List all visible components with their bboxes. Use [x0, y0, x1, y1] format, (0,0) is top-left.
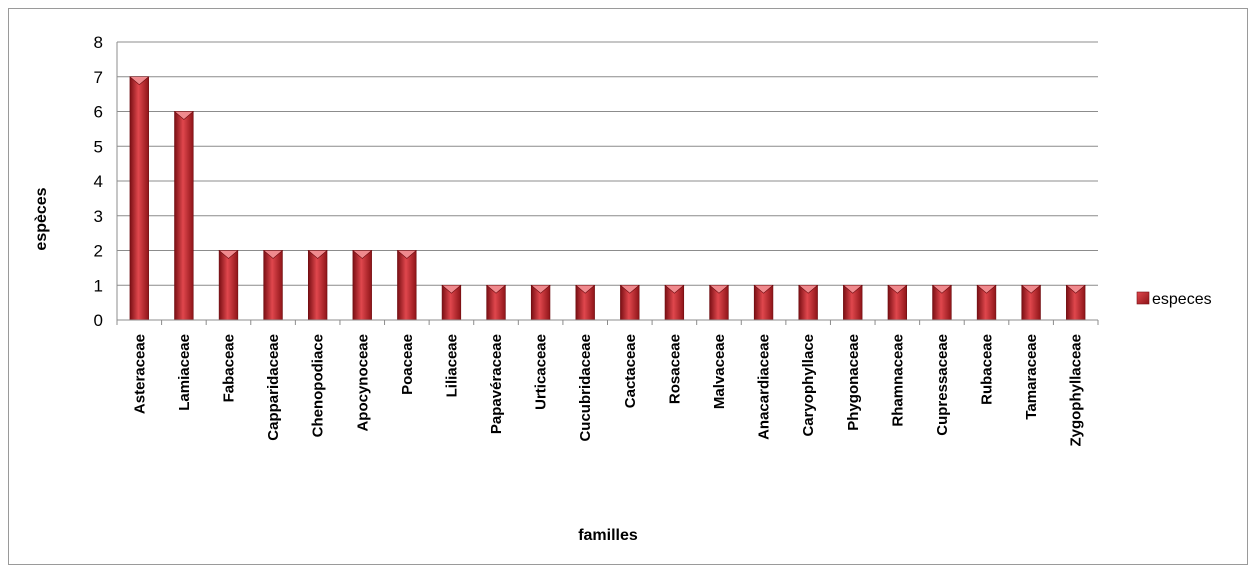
bar — [753, 284, 774, 321]
bar — [664, 284, 685, 321]
legend-swatch — [1136, 291, 1150, 305]
bar — [218, 250, 239, 321]
x-category-label: Liliaceae — [443, 334, 460, 397]
legend: especes — [1136, 291, 1212, 308]
x-axis-title: familles — [578, 527, 638, 544]
bar-cap — [708, 284, 730, 294]
bar — [575, 284, 596, 321]
x-category-label: Apocynoceae — [354, 334, 371, 432]
x-category-label: Cupressaceae — [934, 334, 951, 436]
bar — [1020, 284, 1042, 321]
x-category-label: Anacardiaceae — [756, 334, 773, 440]
bar-cap — [129, 76, 150, 86]
bar-body — [263, 250, 283, 321]
y-tick-label: 7 — [94, 68, 103, 87]
x-category-label: Chenopodiace — [310, 334, 327, 437]
bar-body — [218, 250, 239, 321]
bar-body — [174, 111, 194, 321]
bar — [931, 284, 953, 321]
x-category-label: Caryophyllace — [800, 334, 817, 437]
y-tick-label: 3 — [94, 207, 103, 226]
y-axis-title: espèces — [33, 187, 50, 250]
x-category-label: Rhamnaceae — [889, 334, 906, 427]
y-tick-label: 5 — [94, 137, 103, 156]
bar-cap — [262, 250, 284, 259]
bar-cap — [173, 111, 195, 120]
x-category-label: Lamiaceae — [176, 334, 193, 411]
y-tick-label: 0 — [94, 311, 103, 330]
x-category-label: Cucubridaceae — [577, 334, 594, 442]
bar-cap — [396, 250, 418, 259]
bar — [530, 284, 551, 321]
bar-cap — [931, 284, 953, 294]
bar — [307, 250, 328, 321]
bar-body — [397, 250, 417, 321]
x-category-label: Cactaceae — [622, 334, 639, 408]
x-category-label: Papavéraceae — [488, 334, 505, 434]
bar — [352, 250, 373, 321]
y-axis-ticks: 0 1 2 3 4 5 6 7 8 — [94, 33, 103, 330]
bar-cap — [307, 250, 328, 259]
y-tick-label: 6 — [94, 103, 103, 122]
x-category-label: Asteraceae — [131, 334, 148, 414]
bars — [129, 76, 1086, 321]
axes — [116, 42, 1099, 325]
bar — [976, 284, 997, 321]
bar-cap — [575, 284, 596, 294]
x-category-label: Malvaceae — [711, 334, 728, 409]
x-category-label: Urticaceae — [533, 334, 550, 410]
bar — [1065, 284, 1086, 321]
bar-cap — [1065, 284, 1086, 294]
bar-cap — [218, 250, 239, 259]
bar — [262, 250, 284, 321]
bar-cap — [842, 284, 863, 294]
bar — [887, 284, 908, 321]
bar-cap — [976, 284, 997, 294]
bar-cap — [485, 284, 507, 294]
x-category-label: Capparidaceae — [265, 334, 282, 441]
bar-cap — [664, 284, 685, 294]
y-tick-label: 4 — [94, 172, 103, 191]
x-category-label: Rubaceae — [979, 334, 996, 405]
x-axis-categories: Asteraceae Lamiaceae Fabaceae Capparidaceae… — [131, 334, 1084, 447]
bar — [797, 284, 819, 321]
y-tick-label: 8 — [94, 33, 103, 52]
y-tick-label: 1 — [94, 276, 103, 295]
bar — [708, 284, 730, 321]
x-category-label: Poaceae — [399, 334, 416, 395]
bar-cap — [352, 250, 373, 259]
bar — [441, 284, 462, 321]
bar — [619, 284, 640, 321]
legend-label: especes — [1152, 291, 1212, 308]
x-category-label: Rosaceae — [666, 334, 683, 404]
bar-body — [129, 76, 149, 321]
bar — [842, 284, 863, 321]
bar-cap — [887, 284, 908, 294]
bar — [173, 111, 195, 321]
y-tick-label: 2 — [94, 242, 103, 261]
bar-cap — [797, 284, 819, 294]
bar-cap — [1020, 284, 1042, 294]
x-category-label: Tamaraceae — [1023, 334, 1040, 420]
bar-cap — [753, 284, 774, 294]
bar-body — [352, 250, 372, 321]
bar — [129, 76, 150, 321]
x-category-label: Fabaceae — [220, 334, 237, 402]
bar-cap — [530, 284, 551, 294]
bar-cap — [441, 284, 462, 294]
bar — [485, 284, 507, 321]
bar — [396, 250, 418, 321]
x-category-label: Zygophyllaceae — [1068, 334, 1085, 447]
bar-body — [307, 250, 328, 321]
x-category-label: Phygonaceae — [845, 334, 862, 431]
bar-cap — [619, 284, 640, 294]
